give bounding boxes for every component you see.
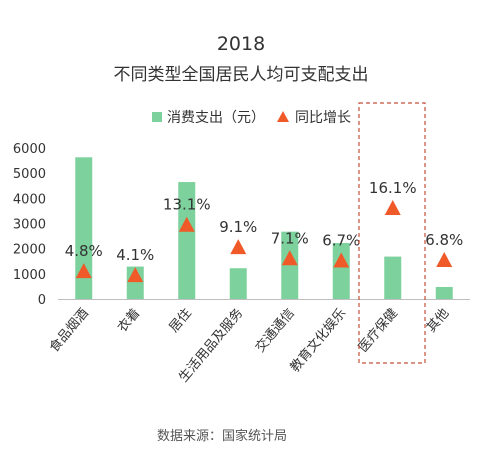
category-label: 衣着: [114, 305, 143, 335]
chart-source: 数据来源：国家统计局: [157, 428, 287, 444]
category-label: 其他: [424, 306, 452, 336]
y-tick-label: 2000: [13, 243, 46, 258]
growth-marker: [436, 251, 453, 267]
growth-marker: [333, 252, 350, 268]
chart-subtitle: 不同类型全国居民人均可支配支出: [114, 65, 369, 85]
y-tick-label: 0: [38, 293, 46, 308]
y-tick-label: 3000: [13, 218, 46, 233]
growth-marker: [75, 263, 92, 279]
y-tick-label: 1000: [13, 268, 46, 283]
bar: [435, 286, 453, 299]
bar: [75, 157, 93, 299]
category-label: 交通通信: [252, 305, 298, 355]
growth-series: 4.8% 4.1% 13.1% 9.1% 7.1% 6.7% 16.1% 6.8%: [65, 179, 463, 283]
legend-growth-label: 同比增长: [295, 110, 351, 126]
growth-marker: [281, 250, 298, 266]
chart-title: 2018: [217, 33, 265, 55]
growth-marker: [230, 239, 247, 255]
legend-bar-swatch: [152, 112, 162, 122]
y-tick-label: 4000: [13, 192, 46, 207]
bar: [332, 242, 350, 299]
bar: [384, 256, 402, 299]
growth-marker: [384, 199, 401, 215]
growth-marker: [127, 267, 144, 283]
growth-label: 4.1%: [116, 246, 154, 264]
legend: 消费支出（元） 同比增长: [152, 110, 351, 126]
bar: [229, 268, 247, 299]
bar: [178, 182, 196, 299]
bar: [281, 231, 299, 299]
legend-triangle-icon: [277, 111, 289, 122]
growth-label: 7.1%: [271, 229, 309, 247]
growth-marker: [178, 216, 195, 232]
legend-bar-label: 消费支出（元）: [167, 110, 265, 126]
growth-label: 13.1%: [163, 196, 211, 214]
category-label: 居住: [167, 306, 195, 336]
bar-series: [75, 157, 453, 299]
category-label: 食品烟酒: [46, 305, 92, 355]
growth-label: 9.1%: [219, 218, 257, 236]
growth-label: 4.8%: [65, 242, 103, 260]
category-label: 医疗保健: [356, 306, 401, 355]
y-tick-label: 6000: [13, 142, 46, 157]
bar: [126, 266, 144, 299]
growth-label: 6.7%: [322, 232, 360, 250]
growth-label: 6.8%: [425, 231, 463, 249]
highlight-box: [358, 102, 426, 364]
y-axis: 0 1000 2000 3000 4000 5000 6000: [13, 142, 46, 308]
growth-label: 16.1%: [369, 179, 417, 197]
y-tick-label: 5000: [13, 167, 46, 182]
